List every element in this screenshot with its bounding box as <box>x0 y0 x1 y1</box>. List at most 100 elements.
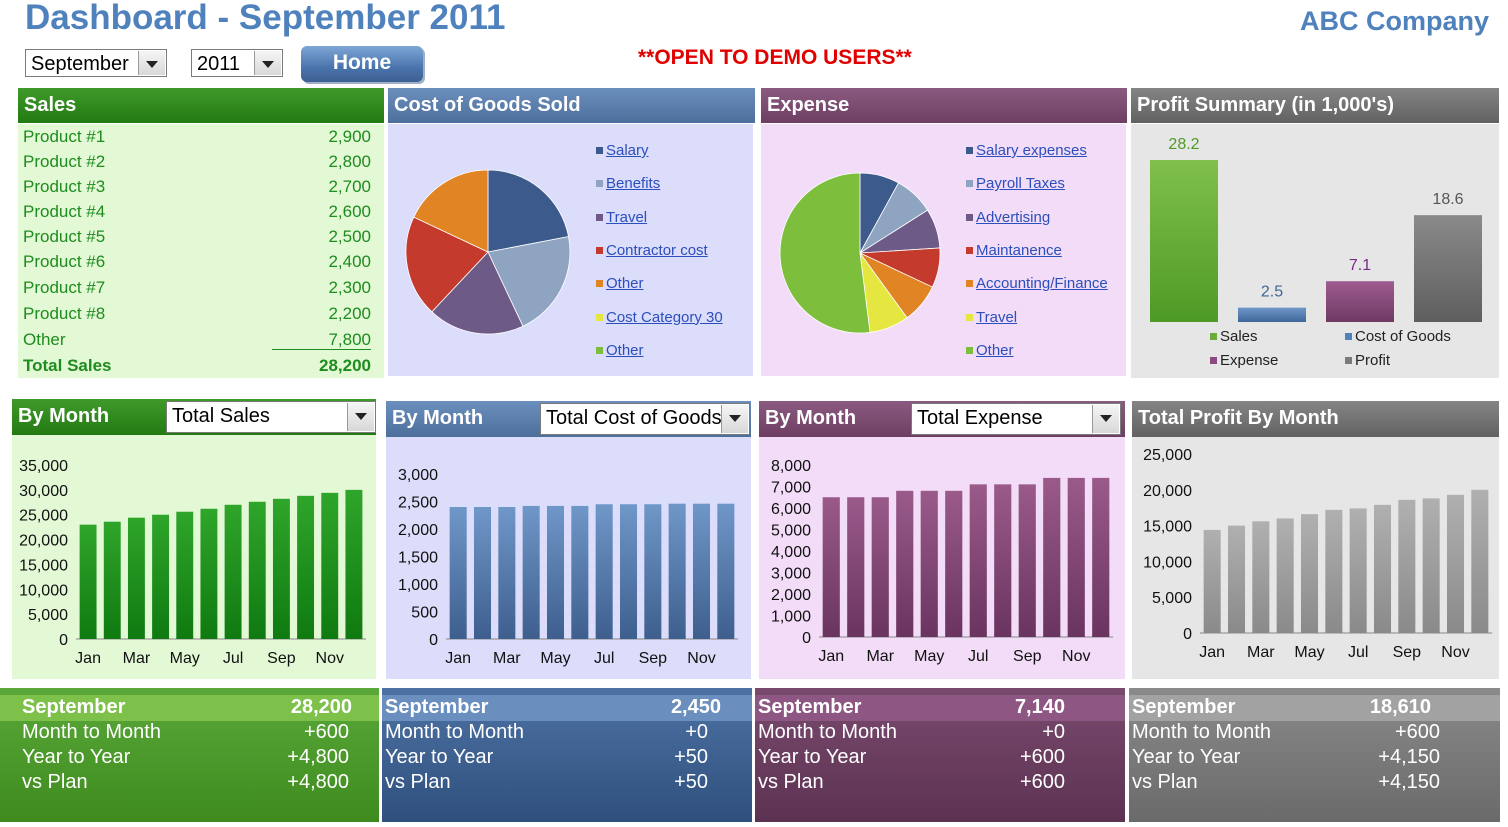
expense-legend-item[interactable]: Salary expenses <box>966 142 1087 159</box>
cogs-metric-select[interactable]: Total Cost of Goods <box>540 403 750 435</box>
legend-swatch <box>966 313 973 321</box>
cogs-legend-item[interactable]: Cost Category 30 <box>596 308 723 326</box>
chevron-down-icon[interactable] <box>254 51 281 75</box>
expense-legend-item[interactable]: Accounting/Finance <box>966 275 1108 293</box>
legend-swatch <box>966 213 973 221</box>
y-tick-label: 0 <box>59 632 68 649</box>
x-tick-label: Jan <box>1199 644 1225 661</box>
cogs-legend-item[interactable]: Salary <box>596 142 649 159</box>
cogs-metric-select-value: Total Cost of Goods <box>546 407 722 429</box>
legend-label[interactable]: Accounting/Finance <box>976 275 1108 293</box>
expense-legend-item[interactable]: Payroll Taxes <box>966 175 1065 193</box>
chevron-down-icon[interactable] <box>347 403 374 431</box>
year-to-year-row: Year to Year +4,800 <box>0 746 379 771</box>
cogs-legend-item[interactable]: Benefits <box>596 175 661 193</box>
profit-summary-box: September 18,610 Month to Month +600 Year to… <box>1129 688 1500 822</box>
y-tick-label: 2,000 <box>771 587 811 604</box>
y-tick-label: 500 <box>411 605 438 622</box>
y-tick-label: 5,000 <box>1152 590 1192 607</box>
legend-label[interactable]: Other <box>606 275 644 293</box>
summary-highlight-band <box>1129 695 1500 721</box>
summary-label: September <box>1132 696 1236 718</box>
expense-legend-item[interactable]: Travel <box>966 308 1018 326</box>
legend-swatch <box>1345 333 1352 340</box>
sales-row-label: Product #5 <box>23 227 106 246</box>
home-button[interactable]: Home <box>301 46 423 82</box>
legend-label[interactable]: Benefits <box>606 175 661 193</box>
summary-value: +600 <box>1394 721 1440 743</box>
y-tick-label: 8,000 <box>771 458 811 475</box>
sales-metric-select[interactable]: Total Sales <box>166 401 376 433</box>
summary-month-row: September 7,140 <box>755 696 1125 721</box>
expense-legend-item[interactable]: Maintanence <box>966 241 1062 259</box>
cogs-legend-item[interactable]: Other <box>596 275 644 293</box>
cogs-legend-item[interactable]: Other <box>596 341 644 359</box>
y-tick-label: 3,000 <box>771 566 811 583</box>
year-to-year-row: Year to Year +4,150 <box>1129 746 1500 771</box>
legend-label[interactable]: Cost Category 30 <box>606 308 723 326</box>
sales-row-value: 2,800 <box>328 152 371 171</box>
legend-swatch <box>966 180 973 188</box>
month-select-value: September <box>31 53 129 75</box>
legend-label: Cost of Goods <box>1355 328 1451 345</box>
legend-label[interactable]: Advertising <box>976 208 1051 226</box>
y-tick-label: 10,000 <box>19 582 68 599</box>
expense-panel <box>761 124 1126 376</box>
expense-by-month-chart: 8,000 7,000 6,000 5,000 4,000 3,000 2,000 1,000… <box>771 458 1113 665</box>
sales-total-row: Total Sales 28,200 <box>23 356 371 378</box>
expense-metric-select[interactable]: Total Expense <box>911 403 1121 435</box>
month-bar <box>1252 521 1270 633</box>
summary-label: Year to Year <box>758 746 867 768</box>
x-tick-label: Mar <box>866 648 894 665</box>
summary-value: +600 <box>303 721 349 743</box>
sales-row-value: 2,300 <box>328 278 371 297</box>
legend-label[interactable]: Travel <box>606 208 648 226</box>
sales-row-label: Product #7 <box>23 278 106 297</box>
x-tick-label: Jul <box>594 650 614 667</box>
profit-summary-bar <box>1326 281 1394 322</box>
sales-row-label: Product #8 <box>23 304 106 323</box>
legend-label[interactable]: Contractor cost <box>606 241 708 259</box>
expense-by-month-panel: 8,000 7,000 6,000 5,000 4,000 3,000 2,000 1,000… <box>759 437 1125 679</box>
legend-label[interactable]: Other <box>606 341 644 359</box>
expense-metric-select-value: Total Expense <box>917 407 1043 429</box>
summary-label: Month to Month <box>22 721 161 743</box>
month-bar <box>920 490 938 637</box>
chevron-down-icon[interactable] <box>138 51 165 75</box>
bar-data-label: 28.2 <box>1168 136 1199 153</box>
legend-swatch <box>596 313 603 321</box>
legend-label[interactable]: Travel <box>976 308 1018 326</box>
legend-label: Sales <box>1220 328 1258 345</box>
month-bar <box>1471 489 1489 633</box>
profit-summary-bar <box>1414 215 1482 322</box>
expense-legend-item[interactable]: Other <box>966 341 1014 359</box>
month-bar <box>1227 525 1246 633</box>
month-select[interactable]: September <box>25 49 167 77</box>
x-tick-label: Jan <box>445 650 471 667</box>
cogs-legend-item[interactable]: Contractor cost <box>596 241 708 259</box>
total-divider <box>272 349 371 350</box>
cogs-panel <box>388 124 753 376</box>
legend-label[interactable]: Salary expenses <box>976 142 1087 159</box>
month-to-month-row: Month to Month +0 <box>755 721 1125 746</box>
month-bar <box>1446 494 1465 633</box>
summary-label: Month to Month <box>1132 721 1271 743</box>
legend-label[interactable]: Maintanence <box>976 241 1062 259</box>
sales-row-label: Product #2 <box>23 152 106 171</box>
cogs-legend-item[interactable]: Travel <box>596 208 648 226</box>
legend-label[interactable]: Salary <box>606 142 649 159</box>
x-tick-label: Mar <box>493 650 521 667</box>
legend-label[interactable]: Other <box>976 341 1014 359</box>
legend-label[interactable]: Payroll Taxes <box>976 175 1065 193</box>
month-bar <box>127 517 145 639</box>
month-bar <box>345 489 363 639</box>
chevron-down-icon[interactable] <box>1092 405 1119 433</box>
chevron-down-icon[interactable] <box>721 405 748 433</box>
cogs-summary: September 2,450 Month to Month +0 Year to Ye… <box>382 688 752 822</box>
month-bar <box>1373 504 1392 633</box>
month-bar <box>498 507 516 639</box>
expense-legend-item[interactable]: Advertising <box>966 208 1051 226</box>
sales-header: Sales <box>18 88 384 123</box>
year-select[interactable]: 2011 <box>191 49 283 77</box>
month-bar <box>449 507 467 639</box>
